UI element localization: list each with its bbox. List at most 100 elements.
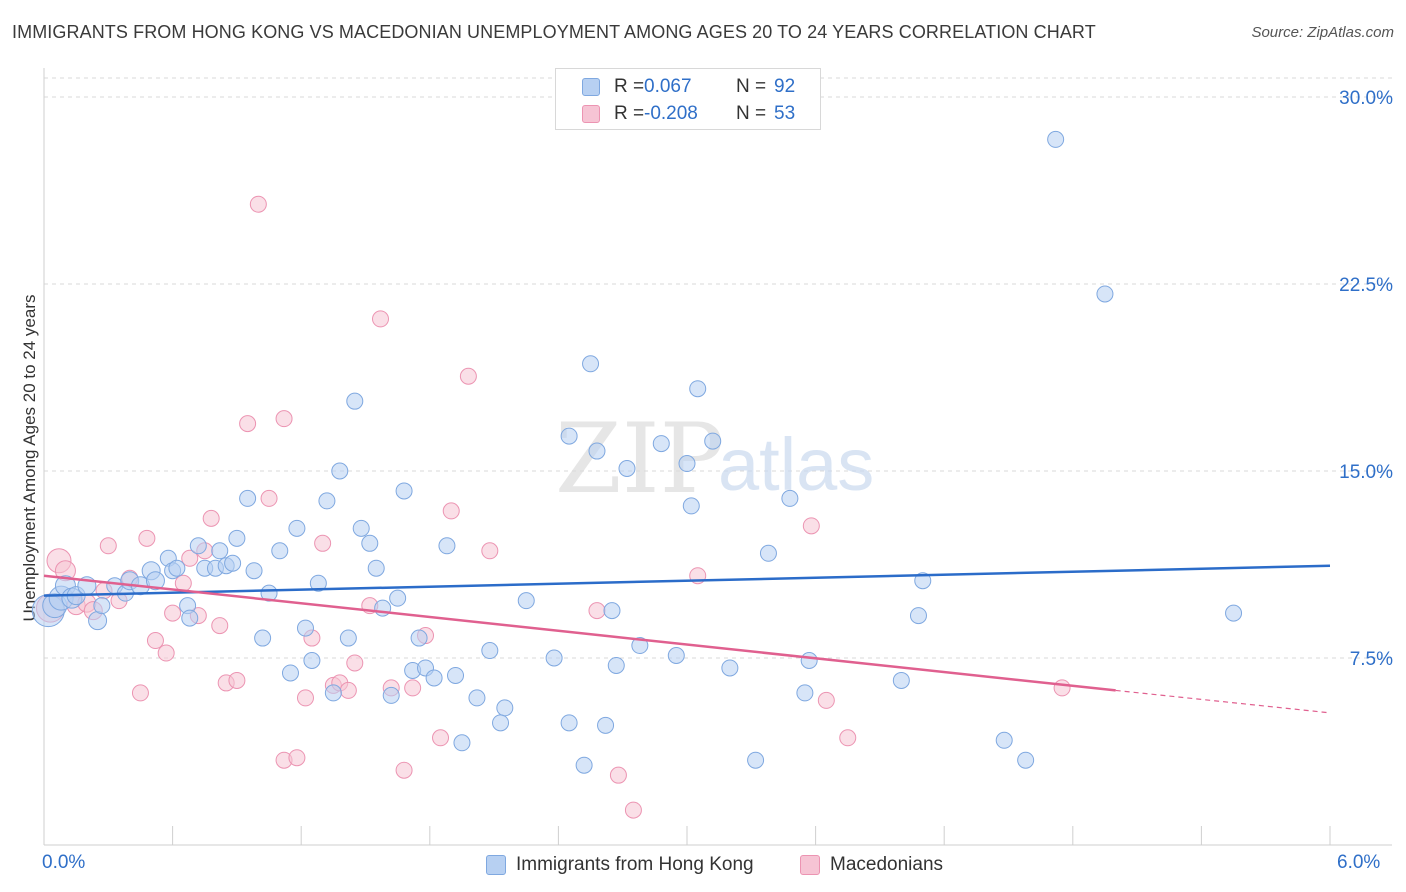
chart-title: IMMIGRANTS FROM HONG KONG VS MACEDONIAN … <box>12 22 1096 42</box>
macedonians-point-48 <box>624 801 642 819</box>
hong-kong-point-41 <box>346 392 364 410</box>
hong-kong-point-91 <box>1225 604 1243 622</box>
hong-kong-point-34 <box>296 619 314 637</box>
macedonians-point-50 <box>802 517 820 535</box>
hong-kong-point-90 <box>1096 285 1114 303</box>
hong-kong-points <box>31 130 1243 774</box>
hong-kong-point-62 <box>560 714 578 732</box>
hong-kong-point-74 <box>678 455 696 473</box>
macedonians-point-35 <box>346 654 364 672</box>
hong-kong-point-54 <box>447 666 465 684</box>
macedonians-trend-line <box>43 574 1116 692</box>
hong-kong-point-43 <box>361 534 379 552</box>
macedonians-point-29 <box>296 689 314 707</box>
hong-kong-point-67 <box>597 716 615 734</box>
hong-kong-point-50 <box>410 629 428 647</box>
hong-kong-point-44 <box>367 559 385 577</box>
hong-kong-point-40 <box>339 629 357 647</box>
macedonians-point-42 <box>432 729 450 747</box>
hong-kong-point-14 <box>145 571 165 591</box>
hong-kong-point-89 <box>1047 130 1065 148</box>
macedonians-point-22 <box>228 671 246 689</box>
legend-swatch-blue <box>582 78 600 96</box>
macedonians-point-53 <box>1053 679 1071 697</box>
legend-r-label: R = <box>614 103 645 124</box>
legend-r-value: -0.208 <box>644 103 698 124</box>
hong-kong-point-31 <box>271 542 289 560</box>
hong-kong-point-23 <box>211 542 229 560</box>
hong-kong-point-39 <box>331 462 349 480</box>
macedonians-point-13 <box>157 644 175 662</box>
macedonians-point-31 <box>314 534 332 552</box>
hong-kong-point-17 <box>168 559 186 577</box>
hong-kong-point-36 <box>309 574 327 592</box>
y-tick-label-3: 30.0% <box>1339 88 1393 109</box>
macedonians-point-44 <box>459 367 477 385</box>
legend-swatch-pink <box>582 105 600 123</box>
hong-kong-point-66 <box>588 442 606 460</box>
hong-kong-point-81 <box>781 489 799 507</box>
macedonians-point-24 <box>249 195 267 213</box>
hong-kong-point-20 <box>189 537 207 555</box>
macedonians-point-43 <box>442 502 460 520</box>
macedonians-point-26 <box>275 410 293 428</box>
hong-kong-point-8 <box>93 597 111 615</box>
macedonians-point-16 <box>181 549 199 567</box>
macedonians-point-46 <box>588 602 606 620</box>
series-legend: Immigrants from Hong Kong Macedonians <box>0 852 1406 878</box>
legend-n-value: 92 <box>774 76 796 97</box>
hong-kong-point-52 <box>425 669 443 687</box>
legend-n-label: N = <box>736 76 767 97</box>
macedonians-point-37 <box>372 310 390 328</box>
hong-kong-point-19 <box>181 609 199 627</box>
macedonians-point-39 <box>395 761 413 779</box>
legend-r-label: R = <box>614 76 645 97</box>
hong-kong-point-63 <box>560 427 578 445</box>
correlation-legend: R = 0.067 N = 92 R = -0.208 N = 53 <box>555 68 821 130</box>
hong-kong-point-27 <box>239 489 257 507</box>
hong-kong-point-37 <box>318 492 336 510</box>
macedonians-point-12 <box>146 632 164 650</box>
macedonians-point-10 <box>131 684 149 702</box>
hong-kong-point-48 <box>395 482 413 500</box>
hong-kong-point-25 <box>224 554 242 572</box>
hong-kong-point-53 <box>438 537 456 555</box>
hong-kong-point-64 <box>575 756 593 774</box>
hong-kong-point-71 <box>631 637 649 655</box>
macedonians-point-20 <box>211 617 229 635</box>
legend-swatch-pink <box>800 855 820 875</box>
macedonians-point-47 <box>609 766 627 784</box>
hong-kong-point-57 <box>481 642 499 660</box>
hong-kong-point-33 <box>288 519 306 537</box>
hong-kong-point-60 <box>517 592 535 610</box>
hong-kong-point-70 <box>618 460 636 478</box>
hong-kong-point-42 <box>352 519 370 537</box>
hong-kong-point-26 <box>228 529 246 547</box>
hong-kong-trend-line <box>43 564 1331 597</box>
chart-source: Source: ZipAtlas.com <box>1251 24 1394 41</box>
macedonians-points <box>35 195 1071 819</box>
macedonians-trend-extension <box>1115 689 1331 714</box>
macedonians-point-11 <box>138 529 156 547</box>
hong-kong-point-76 <box>689 380 707 398</box>
hong-kong-point-68 <box>603 602 621 620</box>
hong-kong-point-83 <box>800 651 818 669</box>
y-tick-label-1: 15.0% <box>1339 462 1393 483</box>
hong-kong-point-55 <box>453 734 471 752</box>
hong-kong-point-28 <box>245 562 263 580</box>
hong-kong-point-35 <box>303 651 321 669</box>
y-tick-labels: 7.5% 15.0% 22.5% 30.0% <box>1339 88 1393 670</box>
watermark-zip: ZIP <box>555 403 724 515</box>
hong-kong-point-56 <box>468 689 486 707</box>
hong-kong-point-38 <box>324 684 342 702</box>
macedonians-point-40 <box>404 679 422 697</box>
y-tick-label-2: 22.5% <box>1339 275 1393 296</box>
macedonians-point-14 <box>164 604 182 622</box>
hong-kong-point-58 <box>496 699 514 717</box>
hong-kong-point-79 <box>747 751 765 769</box>
x-tick-label-max: 6.0% <box>1337 852 1381 873</box>
macedonians-point-45 <box>481 542 499 560</box>
trend-lines <box>43 564 1331 714</box>
hong-kong-point-61 <box>545 649 563 667</box>
